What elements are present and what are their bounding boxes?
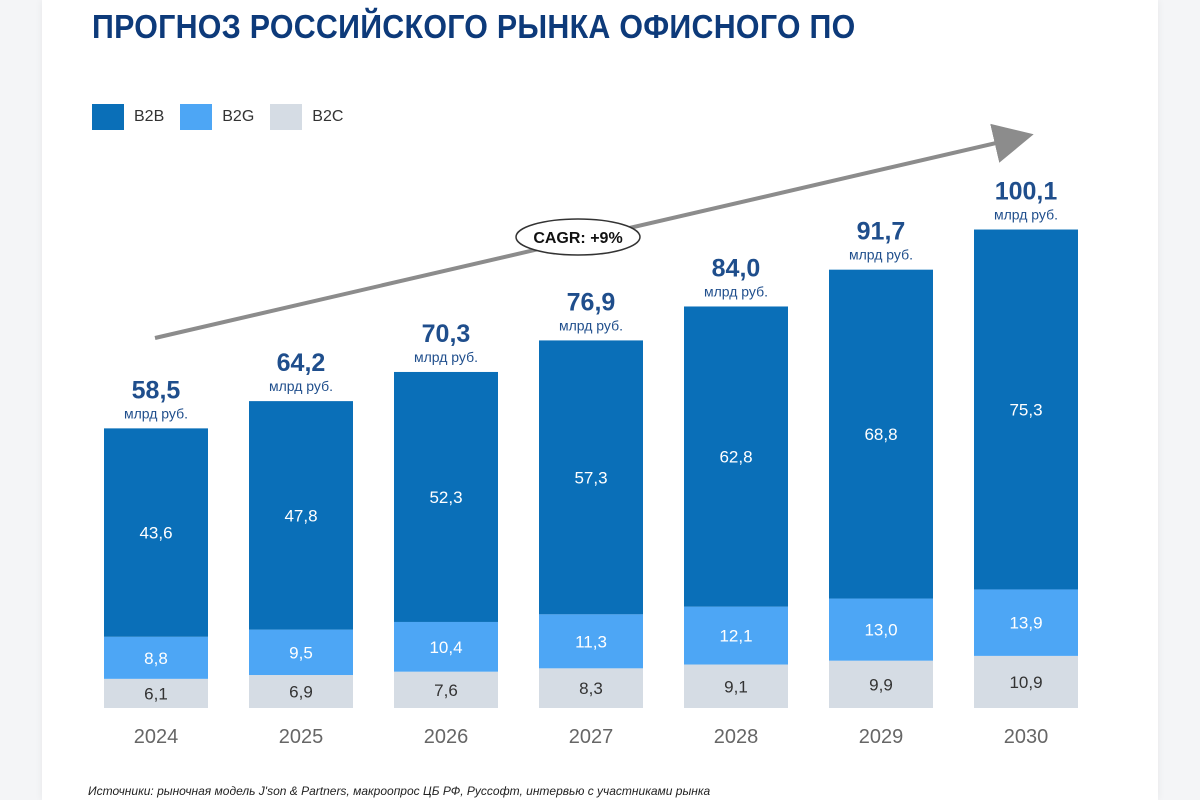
bar-b2g-2030 [974,589,1078,656]
unit-label-2028: млрд руб. [704,283,768,299]
legend-item-b2g: B2G [180,104,254,130]
total-label-2024: 58,5 [132,376,181,404]
total-label-2025: 64,2 [277,349,326,377]
bar-b2c-2028 [684,664,788,708]
x-tick-2029: 2029 [859,726,904,748]
bar-b2c-2029 [829,660,933,708]
bar-b2g-2029 [829,598,933,661]
bar-b2c-2026 [394,671,498,708]
bar-b2c-2024 [104,678,208,708]
bar-b2b-2029 [829,269,933,599]
value-label-b2b-2030: 75,3 [1009,400,1042,419]
value-label-b2g-2026: 10,4 [429,638,462,657]
value-label-b2c-2028: 9,1 [724,677,748,696]
value-label-b2b-2027: 57,3 [574,468,607,487]
legend-swatch-b2g [180,104,213,130]
legend-item-b2b: B2B [92,104,164,130]
x-tick-2024: 2024 [134,726,179,748]
unit-label-2029: млрд руб. [849,247,913,263]
value-label-b2g-2030: 13,9 [1009,614,1042,633]
value-label-b2c-2027: 8,3 [579,679,603,698]
bar-b2g-2028 [684,606,788,665]
value-label-b2g-2027: 11,3 [575,632,607,651]
bar-b2g-2024 [104,636,208,679]
legend: B2B B2G B2C [92,104,343,130]
bar-b2c-2027 [539,668,643,708]
bar-b2b-2030 [974,229,1078,590]
cagr-label: CAGR: +9% [533,230,622,247]
legend-label-b2b: B2B [134,108,165,125]
legend-label-b2c: B2C [312,108,344,125]
bar-b2b-2026 [394,371,498,622]
x-tick-2026: 2026 [424,726,469,748]
x-tick-2027: 2027 [569,726,614,748]
total-label-2029: 91,7 [857,218,906,246]
value-label-b2b-2029: 68,8 [864,425,897,444]
x-tick-2030: 2030 [1004,726,1049,748]
value-label-b2b-2025: 47,8 [284,506,317,525]
value-label-b2b-2024: 43,6 [139,524,172,543]
x-tick-2028: 2028 [714,726,759,748]
total-label-2030: 100,1 [995,178,1058,206]
unit-label-2027: млрд руб. [559,317,623,333]
unit-label-2025: млрд руб. [269,378,333,394]
unit-label-2026: млрд руб. [414,349,478,365]
bar-b2b-2024 [104,428,208,637]
total-label-2026: 70,3 [422,320,471,348]
bar-b2b-2028 [684,306,788,607]
unit-label-2024: млрд руб. [124,405,188,421]
legend-swatch-b2b [92,104,124,130]
bar-b2g-2025 [249,629,353,676]
value-label-b2c-2026: 7,6 [434,681,458,700]
value-label-b2b-2026: 52,3 [429,488,462,507]
bar-b2g-2026 [394,621,498,672]
source-note: Источники: рыночная модель J'son & Partn… [88,784,711,798]
value-label-b2c-2024: 6,1 [144,684,168,703]
total-label-2027: 76,9 [567,288,616,316]
value-label-b2b-2028: 62,8 [719,448,752,467]
value-label-b2c-2025: 6,9 [289,683,313,702]
x-tick-2025: 2025 [279,726,324,748]
bar-b2g-2027 [539,614,643,669]
legend-label-b2g: B2G [222,108,255,125]
value-label-b2g-2025: 9,5 [289,643,313,662]
unit-label-2030: млрд руб. [994,207,1058,223]
chart-title: ПРОГНОЗ РОССИЙСКОГО РЫНКА ОФИСНОГО ПО [92,8,856,45]
value-label-b2c-2030: 10,9 [1009,673,1042,692]
value-label-b2g-2029: 13,0 [864,621,897,640]
cagr-badge [515,218,641,256]
total-label-2028: 84,0 [712,254,761,282]
legend-item-b2c: B2C [270,104,343,130]
bar-b2b-2025 [249,401,353,630]
bar-b2b-2027 [539,340,643,615]
bar-b2c-2030 [974,655,1078,708]
bar-b2c-2025 [249,675,353,708]
value-label-b2g-2024: 8,8 [144,649,168,668]
legend-swatch-b2c [270,104,303,130]
value-label-b2c-2029: 9,9 [869,675,893,694]
value-label-b2g-2028: 12,1 [719,627,752,646]
